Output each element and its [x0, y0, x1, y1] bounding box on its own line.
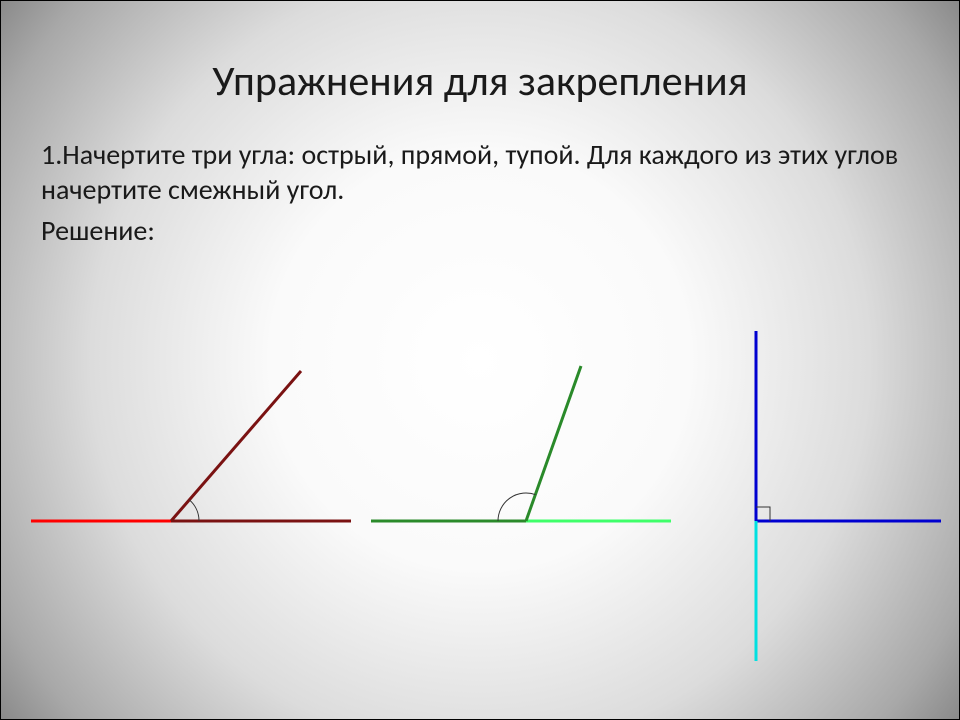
diagram-area	[1, 351, 959, 661]
solution-label: Решение:	[41, 213, 919, 248]
acute-angle-figure	[31, 351, 351, 551]
slide-content: Упражнения для закрепления 1.Начертите т…	[41, 56, 919, 254]
slide: Упражнения для закрепления 1.Начертите т…	[0, 0, 960, 720]
obtuse-angle-figure	[371, 351, 671, 551]
slide-body: 1.Начертите три угла: острый, прямой, ту…	[41, 137, 919, 248]
right-angle-figure	[701, 331, 941, 661]
task-text: 1.Начертите три угла: острый, прямой, ту…	[41, 137, 919, 207]
slide-title: Упражнения для закрепления	[41, 56, 919, 107]
